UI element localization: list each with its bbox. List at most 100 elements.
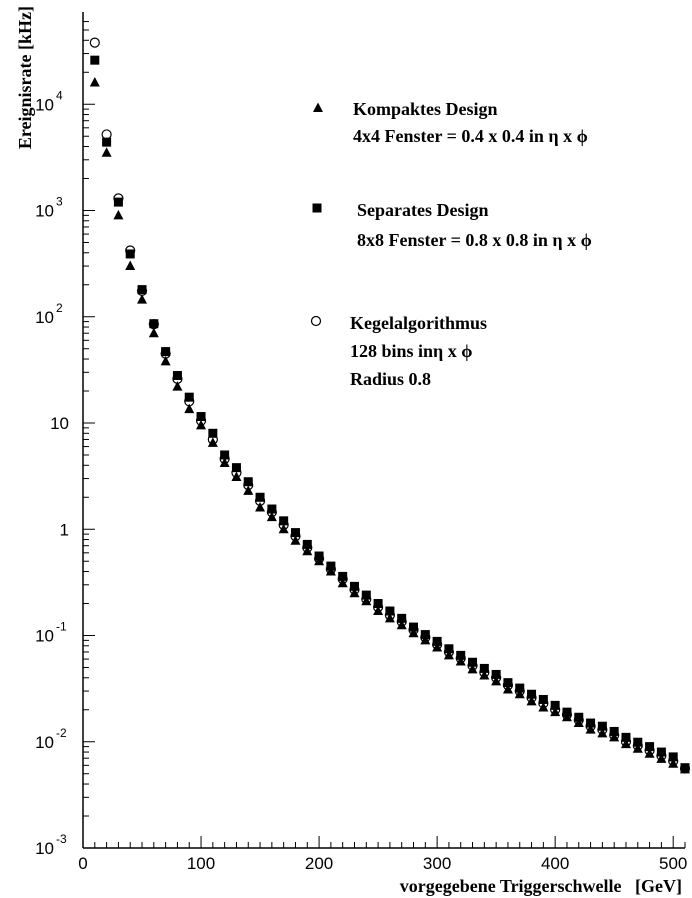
data-point-square [515,683,525,693]
data-point-triangle [432,642,443,652]
data-series [89,37,691,774]
data-point-square [267,504,277,514]
data-point-triangle [172,381,183,391]
data-point-triangle [491,675,502,686]
data-point-triangle [443,649,454,660]
data-point-square [290,528,300,538]
series-open-circle [89,37,691,774]
x-tick-label: 400 [541,854,569,873]
y-tick-exponent: -2 [56,726,67,740]
data-point-square [527,689,537,699]
data-point-triangle [196,419,207,430]
data-point-triangle [396,619,407,630]
data-point-square [409,622,419,632]
data-point-triangle [231,471,242,482]
data-point-triangle [550,706,561,717]
data-point-triangle [467,663,478,674]
y-tick-exponent: 2 [56,301,63,315]
data-point-square [255,492,265,502]
y-tick-label: 10 [35,202,54,221]
data-point-triangle [314,555,325,566]
data-point-square [491,669,501,679]
data-point-square [609,726,619,736]
chart-axes [82,12,685,849]
data-point-triangle [266,511,277,522]
y-tick-label: 10 [35,839,54,858]
data-point-open-circle [101,129,112,140]
data-point-triangle [384,612,395,623]
data-point-square [503,678,513,688]
data-point-open-circle [89,37,100,48]
data-point-square [479,663,489,673]
data-point-square [645,742,655,752]
x-tick-label: 300 [423,854,451,873]
data-point-square [444,644,454,654]
data-point-square [243,477,253,487]
data-point-triangle [632,743,643,753]
data-point-square [125,249,135,259]
data-point-triangle [644,748,655,758]
data-point-square [208,428,218,438]
data-point-triangle [455,655,466,666]
data-point-square [90,55,100,65]
y-tick-label: 10 [35,308,54,327]
data-point-triangle [597,727,608,738]
data-point-square [302,539,312,549]
data-point-triangle [337,577,348,588]
y-tick-exponent: 4 [56,88,63,102]
legend-marker-square [312,203,322,213]
x-tick-label: 500 [659,854,687,873]
legend-text: Kegelalgorithmus [350,313,487,333]
data-point-triangle [502,684,513,694]
data-point-triangle [526,695,537,706]
data-point-square [597,721,607,731]
x-axis-label: vorgegebene Triggerschwelle [GeV] [400,876,682,896]
data-point-square [172,370,182,380]
data-point-triangle [349,587,360,598]
y-tick-label: 10 [35,733,54,752]
data-point-triangle [255,502,266,512]
y-tick-label: 10 [50,414,69,433]
data-point-triangle [101,147,112,157]
data-point-triangle [89,77,100,87]
y-tick-label: 10 [35,95,54,114]
x-tick-label: 100 [187,854,215,873]
data-point-square [184,392,194,402]
data-point-square [220,450,230,460]
data-point-square [633,737,643,747]
data-point-triangle [668,758,679,768]
data-point-square [550,700,560,710]
data-point-square [420,630,430,640]
legend-text: Kompaktes Design [353,99,498,119]
legend-text: Radius 0.8 [350,369,431,389]
x-tick-label: 200 [305,854,333,873]
data-point-square [338,571,348,581]
data-point-square [102,137,112,147]
data-point-triangle [125,260,136,271]
legend-entry-triangle: Kompaktes Design 4x4 Fenster = 0.4 x 0.4 … [313,99,588,146]
y-tick-label: 10 [35,627,54,646]
legend-text: 8x8 Fenster = 0.8 x 0.8 in η x ϕ [357,230,592,250]
data-point-triangle [113,209,124,220]
data-point-triangle [609,731,620,742]
y-tick-exponent: -3 [56,832,67,846]
data-point-triangle [184,403,195,414]
data-point-triangle [361,595,372,606]
data-point-square [279,516,289,526]
data-point-triangle [680,763,690,774]
data-point-square [432,636,442,646]
data-point-triangle [538,702,549,712]
data-point-triangle [514,688,525,699]
data-point-triangle [325,566,336,576]
y-tick-exponent: -1 [56,620,67,634]
data-point-triangle [479,670,490,680]
data-point-square [456,650,466,660]
data-point-triangle [207,437,218,447]
data-point-square [621,732,631,742]
data-point-triangle [620,738,631,749]
y-axis-label: Ereignisrate [kHz] [15,6,35,149]
data-point-triangle [137,294,148,304]
data-point-square [574,712,584,722]
